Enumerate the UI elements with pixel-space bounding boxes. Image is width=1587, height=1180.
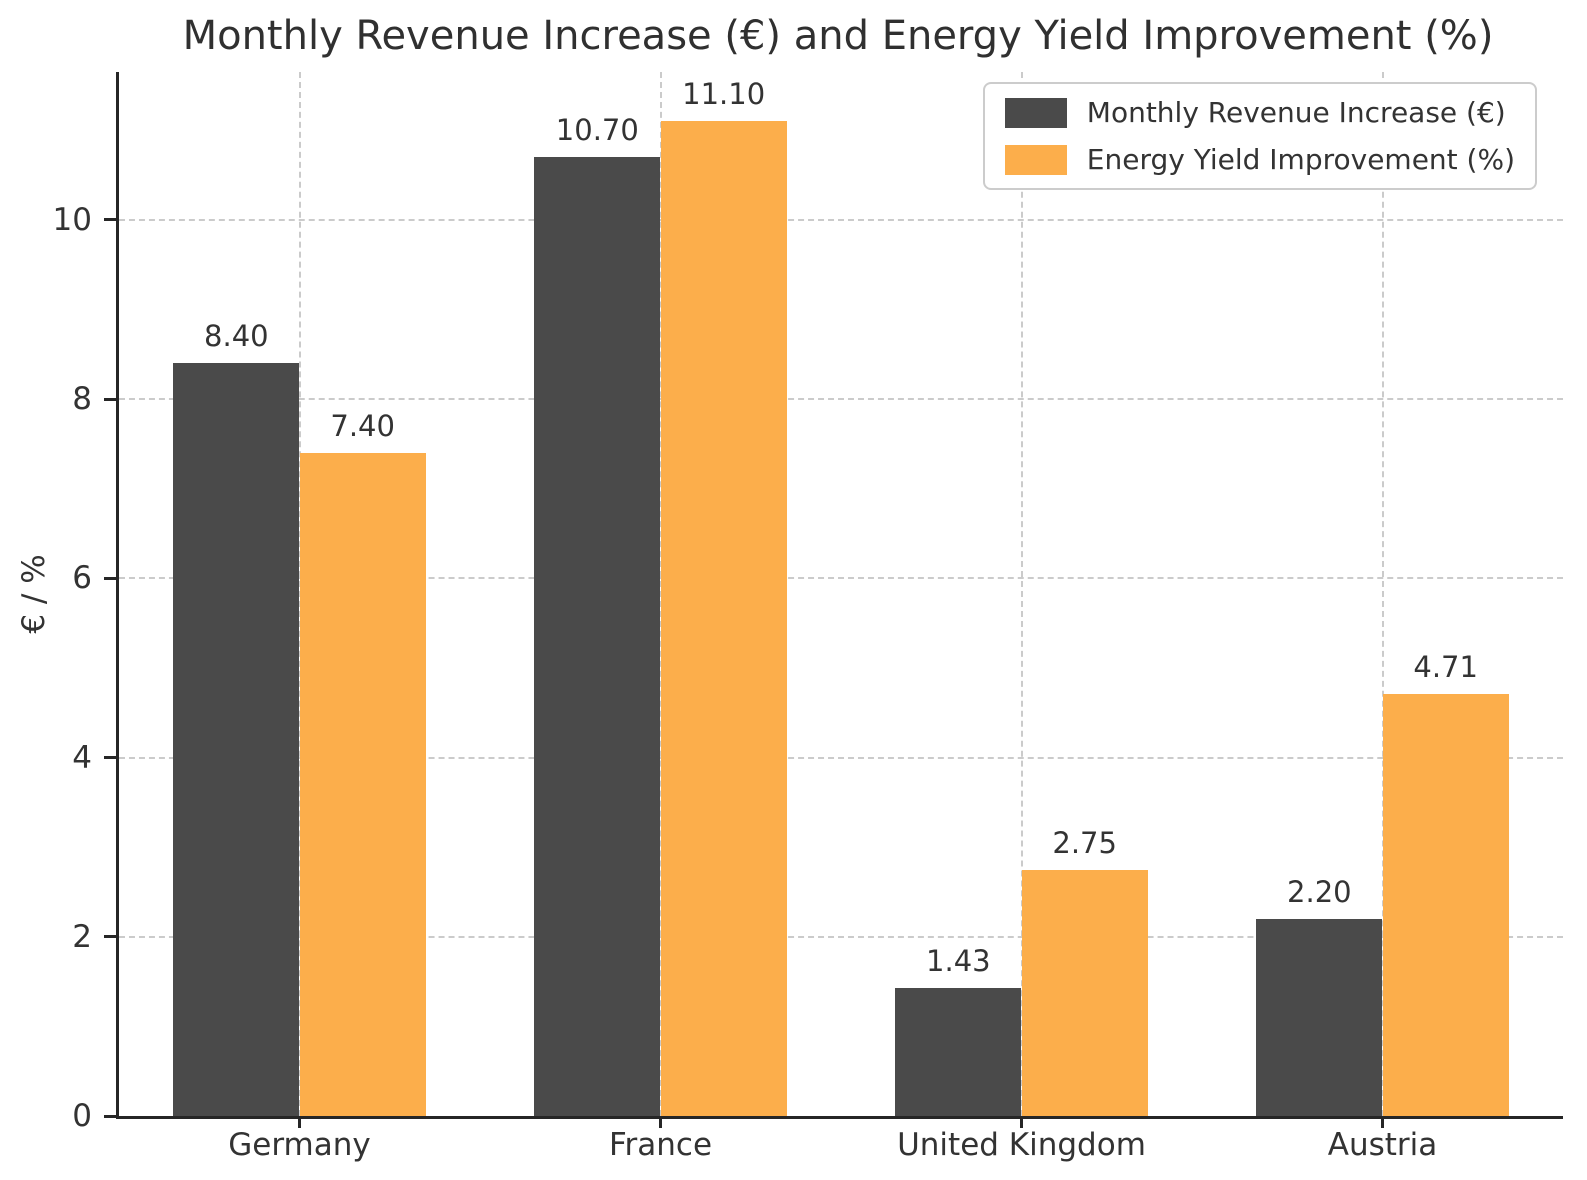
bar-united-kingdom-yield [1021,869,1148,1116]
legend-swatch-yield [1004,144,1067,175]
chart-title: Monthly Revenue Increase (€) and Energy … [182,13,1494,59]
y-tick-mark [104,218,116,222]
y-tick-label: 4 [72,739,92,776]
x-tick-label-france: France [608,1127,713,1163]
x-tick-mark [298,1119,301,1128]
h-gridline [119,935,1563,938]
bar-germany-yield [299,452,426,1116]
y-tick-mark [104,576,116,580]
v-gridline [1020,72,1023,1116]
x-tick-mark [1020,1119,1023,1128]
x-tick-label-united-kingdom: United Kingdom [897,1127,1146,1163]
y-tick-mark [104,397,116,401]
bar-germany-revenue [173,363,300,1116]
bar-value-label: 8.40 [204,319,269,354]
bar-value-label: 4.71 [1413,649,1478,684]
legend-item-revenue: Monthly Revenue Increase (€) [1004,96,1515,129]
y-tick-label: 2 [72,918,92,955]
legend-label-revenue: Monthly Revenue Increase (€) [1086,96,1506,129]
y-tick-mark [104,935,116,939]
bar-value-label: 11.10 [682,77,766,112]
x-tick-label-austria: Austria [1327,1127,1438,1163]
h-gridline [119,398,1563,401]
bar-united-kingdom-revenue [895,987,1022,1116]
bar-value-label: 1.43 [926,943,991,978]
bar-value-label: 2.75 [1052,825,1117,860]
legend-item-yield: Energy Yield Improvement (%) [1004,143,1515,176]
legend-swatch-revenue [1004,97,1067,128]
bar-austria-yield [1382,693,1509,1116]
bar-france-revenue [534,157,661,1116]
legend-label-yield: Energy Yield Improvement (%) [1086,143,1515,176]
x-tick-mark [1381,1119,1384,1128]
y-tick-label: 10 [52,201,92,238]
x-tick-label-germany: Germany [228,1127,371,1163]
legend: Monthly Revenue Increase (€) Energy Yiel… [982,82,1537,190]
bar-value-label: 2.20 [1287,874,1352,909]
y-tick-label: 6 [72,560,92,597]
v-gridline [1381,72,1384,1116]
h-gridline [119,218,1563,221]
y-tick-label: 0 [72,1098,92,1134]
bar-value-label: 7.40 [330,408,395,443]
h-gridline [119,577,1563,580]
bar-austria-revenue [1256,918,1383,1116]
x-tick-mark [659,1119,662,1128]
plot-area: 8.40 7.40 10.70 11.10 1.43 2.75 2.20 4.71 Month… [116,72,1563,1119]
bar-france-yield [660,121,787,1116]
h-gridline [119,756,1563,759]
y-tick-mark [104,756,116,760]
bars-layer: 8.40 7.40 10.70 11.10 1.43 2.75 2.20 4.71 [119,72,1563,1116]
y-tick-label: 8 [72,381,92,418]
bar-value-label: 10.70 [555,113,639,148]
y-tick-mark [104,1114,116,1118]
